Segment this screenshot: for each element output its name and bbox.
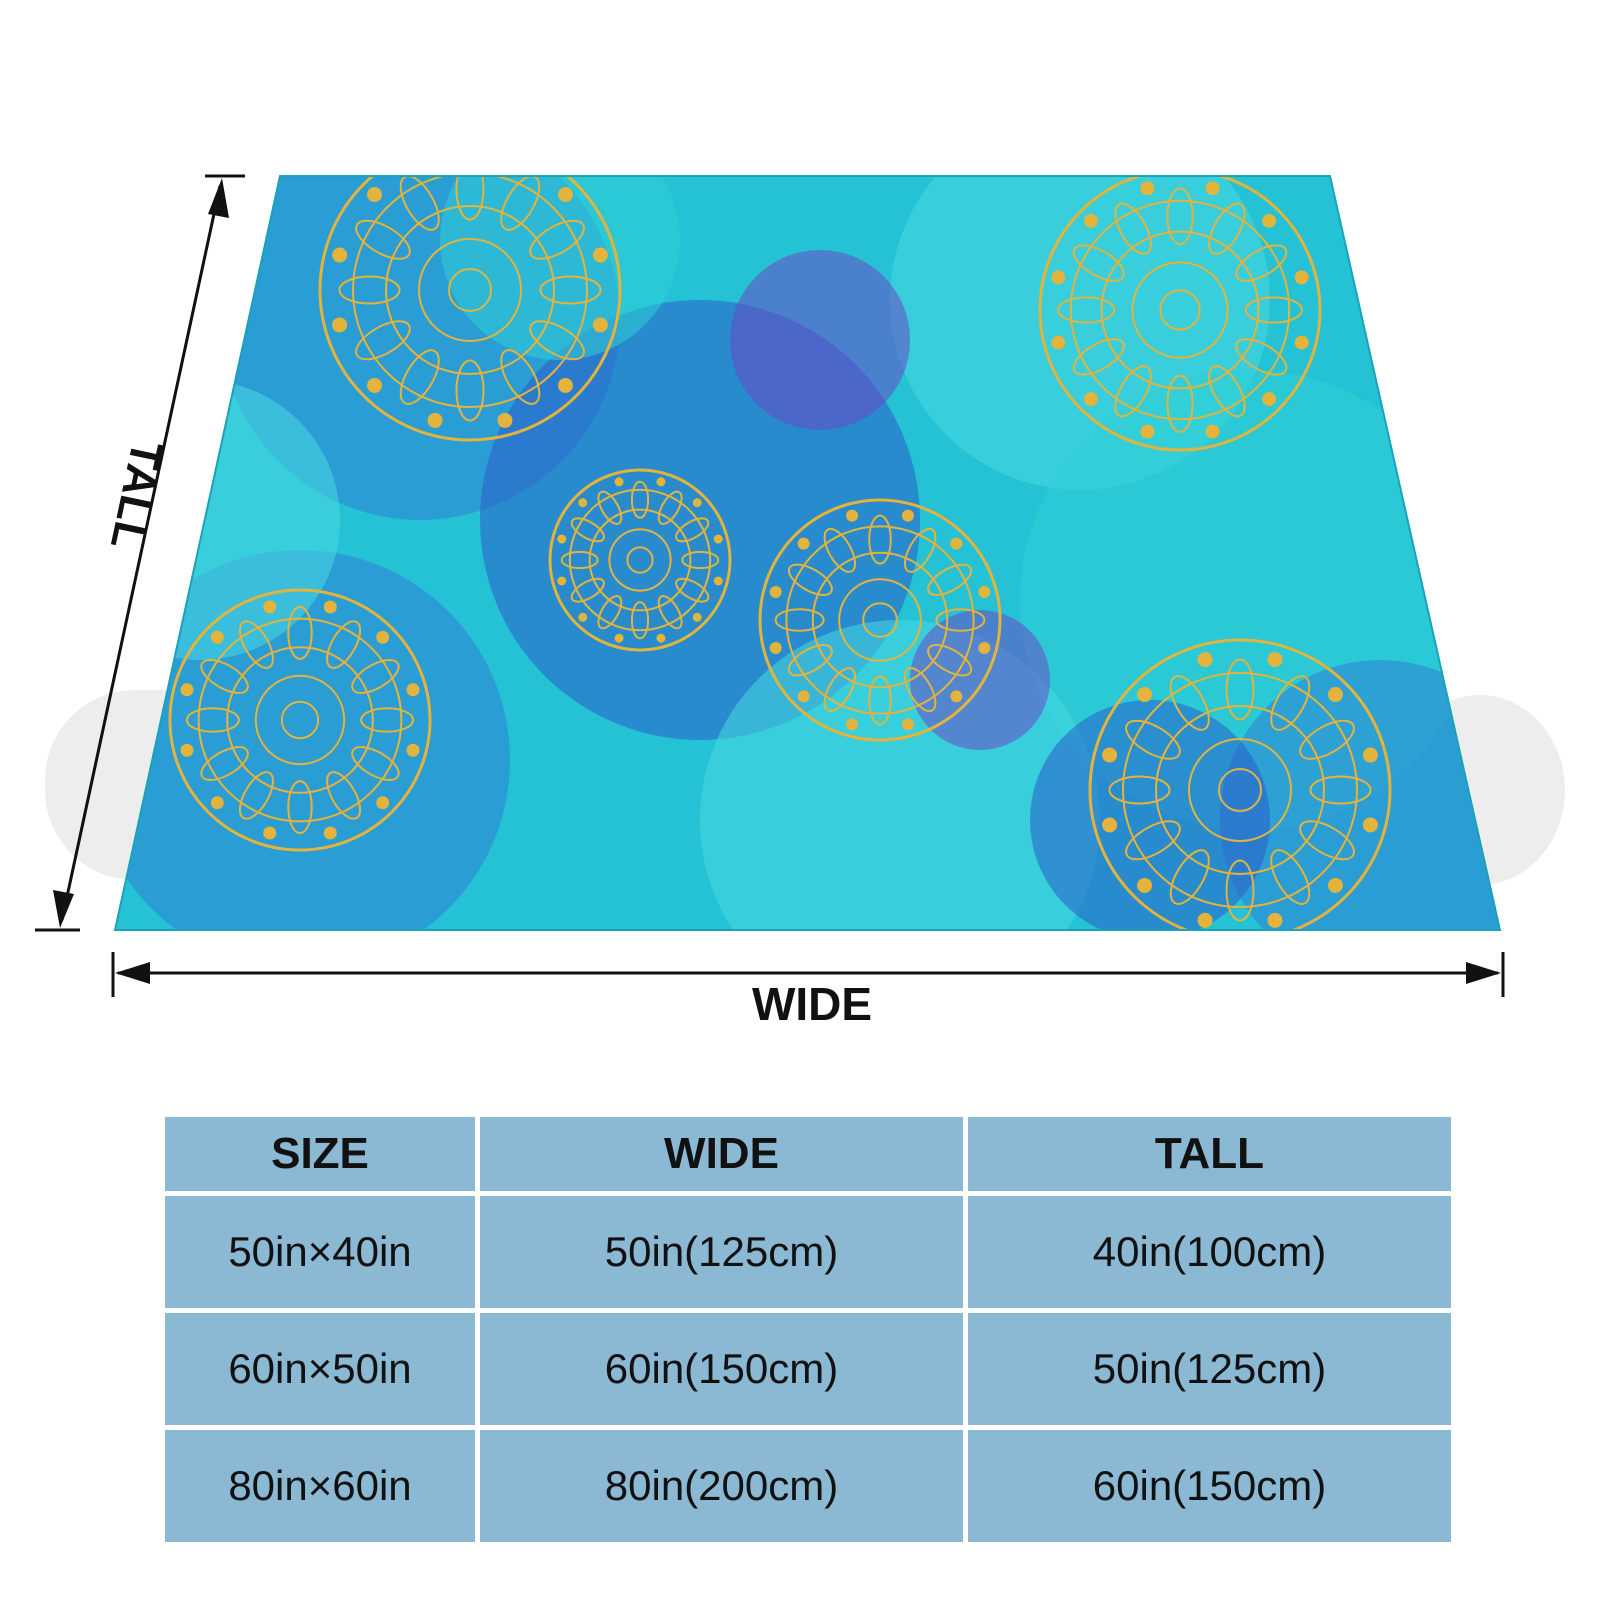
mandala-motif — [318, 176, 622, 442]
cell-size: 80in×60in — [165, 1430, 475, 1542]
table-header-row: SIZE WIDE TALL — [165, 1117, 1451, 1191]
cell-tall: 60in(150cm) — [968, 1430, 1451, 1542]
table-row: 50in×40in 50in(125cm) 40in(100cm) — [165, 1196, 1451, 1308]
header-wide: WIDE — [480, 1117, 963, 1191]
wide-arrowhead-left — [115, 962, 150, 984]
wide-label: WIDE — [752, 978, 872, 1030]
cell-size: 60in×50in — [165, 1313, 475, 1425]
cell-wide: 50in(125cm) — [480, 1196, 963, 1308]
size-table: SIZE WIDE TALL 50in×40in 50in(125cm) 40i… — [160, 1112, 1456, 1547]
wide-dimension-arrow: WIDE — [111, 952, 1505, 1030]
table-row: 60in×50in 60in(150cm) 50in(125cm) — [165, 1313, 1451, 1425]
header-tall: TALL — [968, 1117, 1451, 1191]
cell-wide: 60in(150cm) — [480, 1313, 963, 1425]
mandala-motif — [548, 468, 732, 652]
tall-label: TALL — [101, 437, 172, 554]
tall-arrowhead-bottom — [53, 890, 74, 928]
mandala-motif — [168, 588, 432, 852]
blanket-image — [113, 175, 1502, 931]
mandala-motif — [1088, 638, 1392, 930]
pattern-blob — [1030, 700, 1270, 930]
mandala-motif — [758, 498, 1002, 742]
pattern-blob — [910, 610, 1050, 750]
pattern-blob — [730, 250, 910, 430]
mandala-motif — [1038, 176, 1322, 452]
cell-size: 50in×40in — [165, 1196, 475, 1308]
header-size: SIZE — [165, 1117, 475, 1191]
cell-wide: 80in(200cm) — [480, 1430, 963, 1542]
cell-tall: 40in(100cm) — [968, 1196, 1451, 1308]
cell-tall: 50in(125cm) — [968, 1313, 1451, 1425]
table-row: 80in×60in 80in(200cm) 60in(150cm) — [165, 1430, 1451, 1542]
wide-arrowhead-right — [1466, 962, 1501, 984]
tall-arrowhead-top — [208, 178, 229, 218]
